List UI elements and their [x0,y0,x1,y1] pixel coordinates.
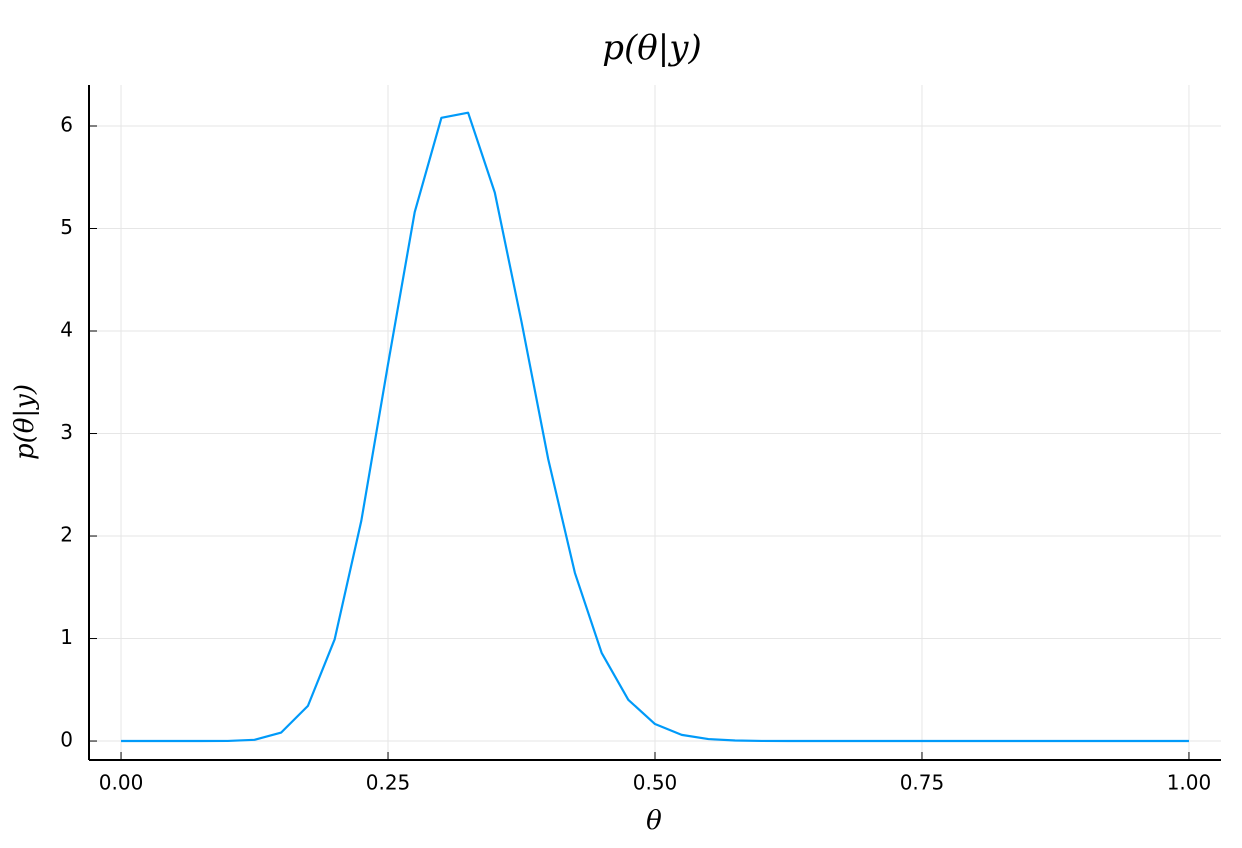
x-tick-label: 0.50 [633,771,678,795]
y-tick-label: 5 [60,215,73,239]
chart-title: p(θ|y) [602,28,701,68]
x-tick-label: 0.75 [900,771,945,795]
y-tick-label: 6 [60,113,73,137]
y-tick-label: 1 [60,625,73,649]
x-tick-label: 0.00 [99,771,144,795]
y-tick-label: 3 [60,420,73,444]
y-tick-label: 0 [60,728,73,752]
y-tick-label: 4 [60,318,73,342]
y-axis-label: p(θ|y) [10,384,40,460]
data-line [121,111,1189,743]
x-axis-label: θ [646,806,662,836]
x-tick-label: 1.00 [1167,771,1212,795]
y-tick-label: 2 [60,523,73,547]
x-tick-label: 0.25 [366,771,411,795]
